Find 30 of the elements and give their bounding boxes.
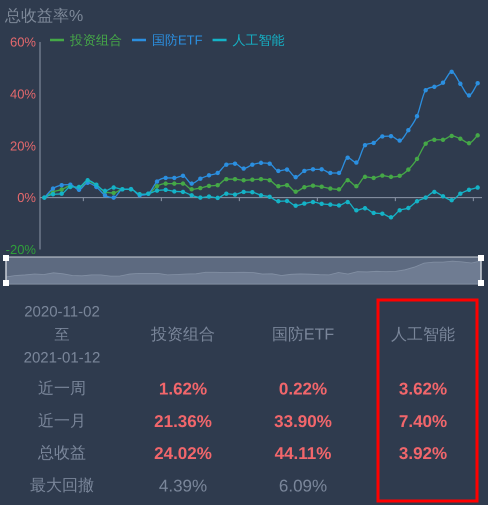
cell: 6.09% xyxy=(278,476,328,496)
cell: 44.11% xyxy=(274,444,332,464)
column-header: 人工智能 xyxy=(391,326,455,344)
ytick-label: 20% xyxy=(10,138,36,154)
table-corner: 至 xyxy=(54,326,70,344)
legend-label: 国防ETF xyxy=(152,32,203,48)
table-corner: 2020-11-02 xyxy=(24,304,100,320)
legend-label: 人工智能 xyxy=(232,32,285,48)
ytick-label: 60% xyxy=(10,34,36,50)
legend-label: 投资组合 xyxy=(69,32,122,48)
column-header: 国防ETF xyxy=(272,326,334,344)
ytick-label: 0% xyxy=(17,190,36,206)
row-header: 近一周 xyxy=(38,380,86,398)
cell: 4.39% xyxy=(158,476,208,496)
cell: 1.62% xyxy=(158,380,208,398)
ytick-label: -20% xyxy=(6,242,36,257)
cell: 24.02% xyxy=(154,444,212,464)
cell: 0.22% xyxy=(278,380,328,398)
row-header: 总收益 xyxy=(38,445,86,462)
cell: 3.62% xyxy=(398,380,448,398)
table-corner: 2021-01-12 xyxy=(24,350,100,366)
cell: 33.90% xyxy=(274,412,332,431)
column-header: 投资组合 xyxy=(151,326,215,344)
row-header: 近一月 xyxy=(38,412,86,430)
ytick-label: 40% xyxy=(10,86,36,102)
cell: 7.40% xyxy=(398,412,448,431)
chart-title: 总收益率% xyxy=(5,8,84,25)
cell: 3.92% xyxy=(398,444,448,464)
cell: 21.36% xyxy=(154,412,212,431)
row-header: 最大回撤 xyxy=(30,477,94,494)
